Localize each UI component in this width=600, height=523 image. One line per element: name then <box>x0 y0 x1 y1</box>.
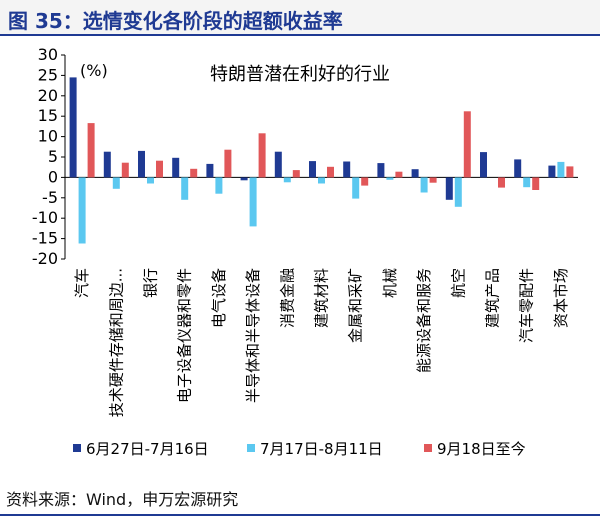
bar <box>181 177 189 200</box>
y-tick-label: 5 <box>48 147 58 166</box>
bar <box>352 177 360 199</box>
bar <box>69 77 77 178</box>
bar <box>206 163 214 178</box>
chart-title: 特朗普潜在利好的行业 <box>210 64 390 85</box>
legend-swatch <box>424 444 432 452</box>
figure-title: 图 35：选情变化各阶段的超额收益率 <box>8 9 343 33</box>
bar <box>557 161 565 178</box>
y-tick-label: 10 <box>38 127 58 146</box>
category-label: 建筑材料 <box>313 268 331 328</box>
bar <box>318 177 325 184</box>
y-tick-label: 30 <box>38 45 58 64</box>
y-tick-label: 20 <box>38 86 58 105</box>
bar <box>480 152 487 178</box>
bar <box>327 166 334 178</box>
bar <box>514 159 522 178</box>
legend-label: 9月18日至今 <box>437 440 526 458</box>
legend-swatch <box>73 444 81 452</box>
category-label: 汽车零配件 <box>518 268 536 343</box>
category-label: 建筑产品 <box>484 268 502 328</box>
bar <box>498 177 505 188</box>
category-label: 银行 <box>142 268 160 298</box>
bar <box>78 177 86 244</box>
source-note: 资料来源：Wind，申万宏源研究 <box>6 490 239 509</box>
bar <box>240 177 248 181</box>
legend-swatch <box>247 444 255 452</box>
bar <box>463 111 471 178</box>
category-label: 消费金融 <box>278 268 296 328</box>
bar <box>112 177 120 189</box>
bar <box>377 163 385 178</box>
bar <box>309 161 316 178</box>
bar <box>190 168 198 178</box>
category-label: 资本市场 <box>552 268 570 328</box>
bar <box>361 177 369 186</box>
bar <box>121 162 129 178</box>
bar <box>523 177 531 188</box>
bar <box>283 177 291 183</box>
bar <box>454 177 462 207</box>
y-tick-label: -15 <box>32 229 58 248</box>
category-label: 电子设备仪器和零件 <box>176 268 194 403</box>
category-label: 半导体和半导体设备 <box>244 268 262 403</box>
legend-label: 6月27日-7月16日 <box>86 440 209 458</box>
category-label: 航空 <box>449 268 467 298</box>
category-label: 机械 <box>381 268 399 298</box>
y-tick-label: 25 <box>38 65 58 84</box>
category-label: 金属和采矿 <box>347 268 365 343</box>
bar <box>249 177 257 227</box>
bar <box>224 149 232 178</box>
bar <box>445 177 453 200</box>
category-label: 电气设备 <box>210 268 228 328</box>
bar <box>103 151 111 178</box>
unit-label: (%) <box>80 61 108 80</box>
bar <box>87 123 95 178</box>
bar <box>138 150 145 178</box>
bar <box>420 177 428 193</box>
y-tick-label: -5 <box>42 188 58 207</box>
legend-label: 7月17日-8月11日 <box>260 440 383 458</box>
bar <box>274 151 282 178</box>
figure-header: 图 35：选情变化各阶段的超额收益率 <box>0 0 600 36</box>
category-label: 能源设备和服务 <box>415 268 433 373</box>
y-tick-label: 15 <box>38 106 58 125</box>
bar <box>258 133 266 178</box>
bar <box>548 165 556 178</box>
bar <box>429 177 437 183</box>
bar <box>147 177 154 184</box>
bar <box>386 177 394 180</box>
category-label: 技术硬件存储和周边... <box>107 268 125 417</box>
category-label: 汽车 <box>73 268 91 298</box>
bar <box>292 170 300 178</box>
y-tick-label: -10 <box>32 208 58 227</box>
bar <box>411 169 419 178</box>
bar <box>532 177 540 190</box>
bar <box>566 166 574 178</box>
y-tick-label: -20 <box>32 249 58 268</box>
bar <box>343 161 351 178</box>
bar <box>172 157 180 178</box>
bar <box>156 160 163 178</box>
bar <box>395 171 403 178</box>
bar <box>215 177 223 194</box>
footer-rule <box>0 514 600 516</box>
y-tick-label: 0 <box>48 167 58 186</box>
